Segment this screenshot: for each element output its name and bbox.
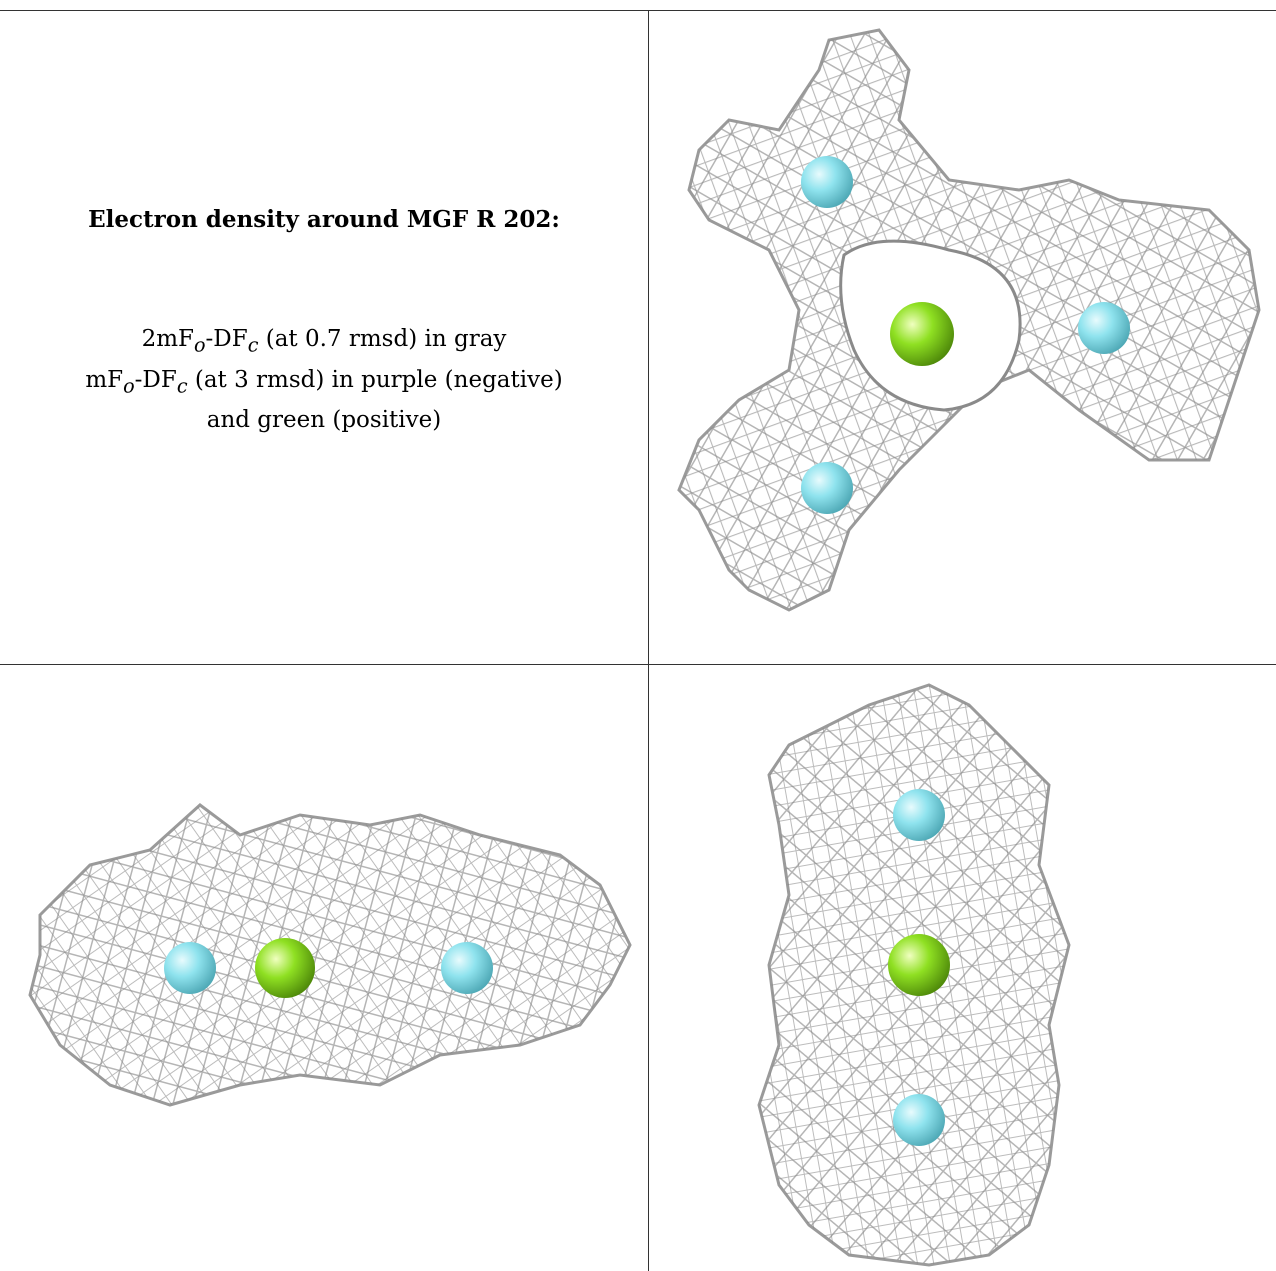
magnesium-atom [890, 302, 954, 366]
fluorine-atom-1 [801, 156, 853, 208]
border-middle [0, 664, 1276, 665]
fluorine-atom-2 [1078, 302, 1130, 354]
caption-body: 2mFo-DFc (at 0.7 rmsd) in gray mFo-DFc (… [0, 322, 648, 438]
caption-title: Electron density around MGF R 202: [88, 206, 560, 233]
caption-cell: Electron density around MGF R 202: 2mFo-… [0, 10, 648, 664]
density-view-end [649, 665, 1276, 1271]
mesh-side [28, 803, 632, 1107]
magnesium-atom [255, 938, 315, 998]
fluorine-atom-1 [893, 789, 945, 841]
caption-line-2: mFo-DFc (at 3 rmsd) in purple (negative) [85, 366, 563, 398]
border-top [0, 10, 1276, 11]
fluorine-atom-1 [164, 942, 216, 994]
density-view-side [0, 665, 648, 1271]
mesh-top [677, 28, 1261, 612]
fluorine-atom-2 [893, 1094, 945, 1146]
border-vertical [648, 10, 649, 1271]
fluorine-atom-3 [801, 462, 853, 514]
density-view-top [649, 10, 1276, 664]
fluorine-atom-2 [441, 942, 493, 994]
magnesium-atom [888, 934, 950, 996]
caption-line-3: and green (positive) [206, 407, 442, 434]
caption-line-1: 2mFo-DFc (at 0.7 rmsd) in gray [141, 326, 507, 357]
